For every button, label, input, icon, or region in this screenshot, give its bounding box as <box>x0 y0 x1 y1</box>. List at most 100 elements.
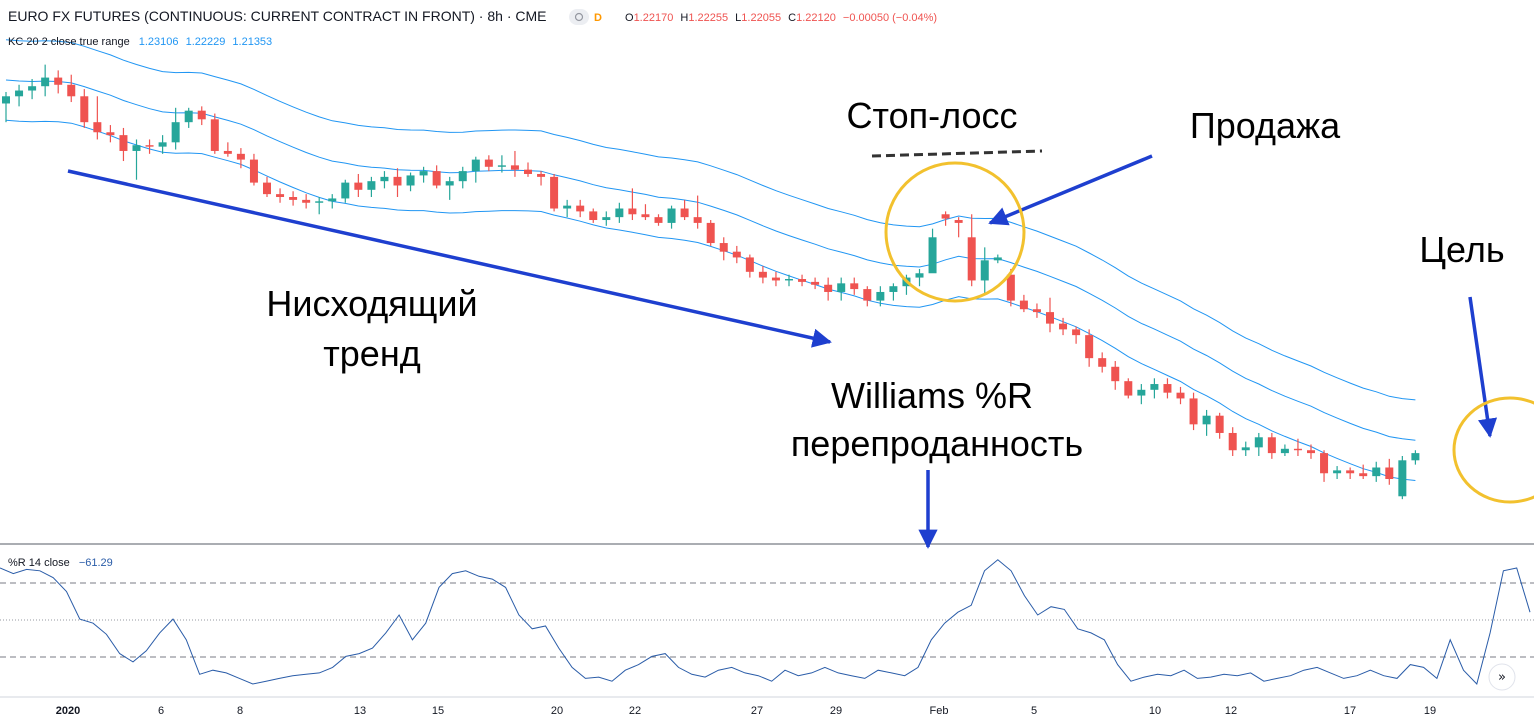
candle-body <box>1006 274 1015 301</box>
candle-body <box>719 243 728 252</box>
candle-body <box>1046 312 1054 324</box>
candle-body <box>941 214 950 219</box>
candle-body <box>706 222 715 244</box>
kc-legend[interactable]: KC 20 2 close true range 1.23106 1.22229… <box>8 36 272 48</box>
candle-body <box>641 214 650 218</box>
wr-annotation-line1: Williams %R <box>831 375 1033 416</box>
candle-body <box>432 171 441 186</box>
stop-loss-line <box>871 149 1043 158</box>
time-tick-label: Feb <box>930 705 949 717</box>
candle-body <box>1019 300 1028 310</box>
candle-body <box>1267 437 1276 454</box>
candle-body <box>1085 335 1094 359</box>
candle-body <box>563 205 572 209</box>
candle-body <box>824 284 833 292</box>
candle-body <box>1202 415 1211 425</box>
candle-body <box>1346 470 1355 474</box>
candle-body <box>1124 381 1133 396</box>
candle-body <box>28 86 37 91</box>
candle-body <box>811 281 820 285</box>
stop-loss-label: Стоп-лосс <box>846 95 1017 136</box>
candle-body <box>993 257 1002 261</box>
time-axis-labels: 2020 6 8 13 15 20 22 27 29 Feb 5 10 12 17 19 <box>56 705 1436 717</box>
candle-body <box>302 199 311 203</box>
candle-body <box>419 171 428 176</box>
symbol-title[interactable]: EURO FX FUTURES (CONTINUOUS: CURRENT CON… <box>8 8 547 24</box>
wr-legend[interactable]: %R 14 close −61.29 <box>8 557 113 569</box>
candle-body <box>602 217 611 221</box>
candle-body <box>524 169 532 174</box>
candle-body <box>380 176 389 182</box>
time-tick-label: 19 <box>1424 705 1436 717</box>
target-label: Цель <box>1419 229 1504 270</box>
candle-body <box>106 132 115 136</box>
candle-body <box>54 77 63 85</box>
chart-header: EURO FX FUTURES (CONTINUOUS: CURRENT CON… <box>8 8 937 569</box>
candle-body <box>1072 329 1081 336</box>
candle-body <box>850 283 859 290</box>
candle-body <box>954 220 963 223</box>
candle-body <box>289 197 298 200</box>
candle-body <box>93 122 102 133</box>
candle-body <box>1333 470 1342 474</box>
candle-body <box>1372 467 1381 477</box>
time-tick-label: 27 <box>751 705 763 717</box>
sell-label: Продажа <box>1190 105 1341 146</box>
candle-body <box>393 176 402 186</box>
candle-body <box>1254 437 1263 448</box>
candle-body <box>1307 450 1315 454</box>
candle-body <box>484 159 493 167</box>
ohlc-readout: O1.22170 H1.22255 L1.22055 C1.22120 −0.0… <box>625 12 937 24</box>
candle-body <box>458 171 467 182</box>
candle-body <box>576 205 585 212</box>
candle-body <box>758 271 767 278</box>
candle-body <box>41 77 50 87</box>
time-tick-label: 2020 <box>56 705 80 717</box>
candle-body <box>80 96 89 123</box>
candle-body <box>119 135 128 151</box>
candle-body <box>667 208 676 223</box>
candle-body <box>1189 398 1198 425</box>
eye-icon[interactable] <box>569 9 589 25</box>
candle-body <box>680 208 689 218</box>
annotations: Нисходящий тренд Стоп-лосс Продажа Цель … <box>67 95 1534 549</box>
candle-body <box>132 145 141 151</box>
candle-body <box>406 175 415 186</box>
candle-body <box>445 181 454 186</box>
sell-arrow <box>988 154 1153 226</box>
expand-button[interactable]: » <box>1488 663 1516 691</box>
candle-body <box>158 142 167 147</box>
candle-body <box>1163 384 1172 393</box>
candle-body <box>1215 415 1224 433</box>
entry-highlight-circle <box>884 161 1026 303</box>
candle-body <box>628 208 637 215</box>
candle-body <box>1411 453 1420 461</box>
candle-body <box>341 182 350 199</box>
kc-lower-band <box>5 119 1416 481</box>
target-arrow <box>1468 296 1498 438</box>
candle-body <box>1293 448 1302 451</box>
candle-body <box>471 159 480 172</box>
candle-body <box>1320 453 1329 474</box>
candle-body <box>1398 460 1407 497</box>
candle-body <box>837 283 846 292</box>
candle-body <box>497 165 506 167</box>
candle-body <box>785 279 793 281</box>
candle-body <box>615 208 624 218</box>
wr-annotation-line2: перепроданность <box>791 423 1083 464</box>
trend-label-line1: Нисходящий <box>266 283 477 324</box>
time-tick-label: 12 <box>1225 705 1237 717</box>
candle-body <box>1280 448 1289 454</box>
candle-body <box>263 182 271 195</box>
time-tick-label: 15 <box>432 705 444 717</box>
candle-body <box>1385 467 1394 480</box>
d-badge[interactable]: D <box>594 12 602 24</box>
time-tick-label: 8 <box>237 705 243 717</box>
candle-body <box>1137 389 1146 396</box>
target-highlight-circle <box>1452 396 1534 504</box>
time-tick-label: 5 <box>1031 705 1037 717</box>
candle-body <box>732 251 741 258</box>
candle-body <box>367 181 376 190</box>
candle-body <box>589 211 598 221</box>
candle-body <box>315 201 324 203</box>
